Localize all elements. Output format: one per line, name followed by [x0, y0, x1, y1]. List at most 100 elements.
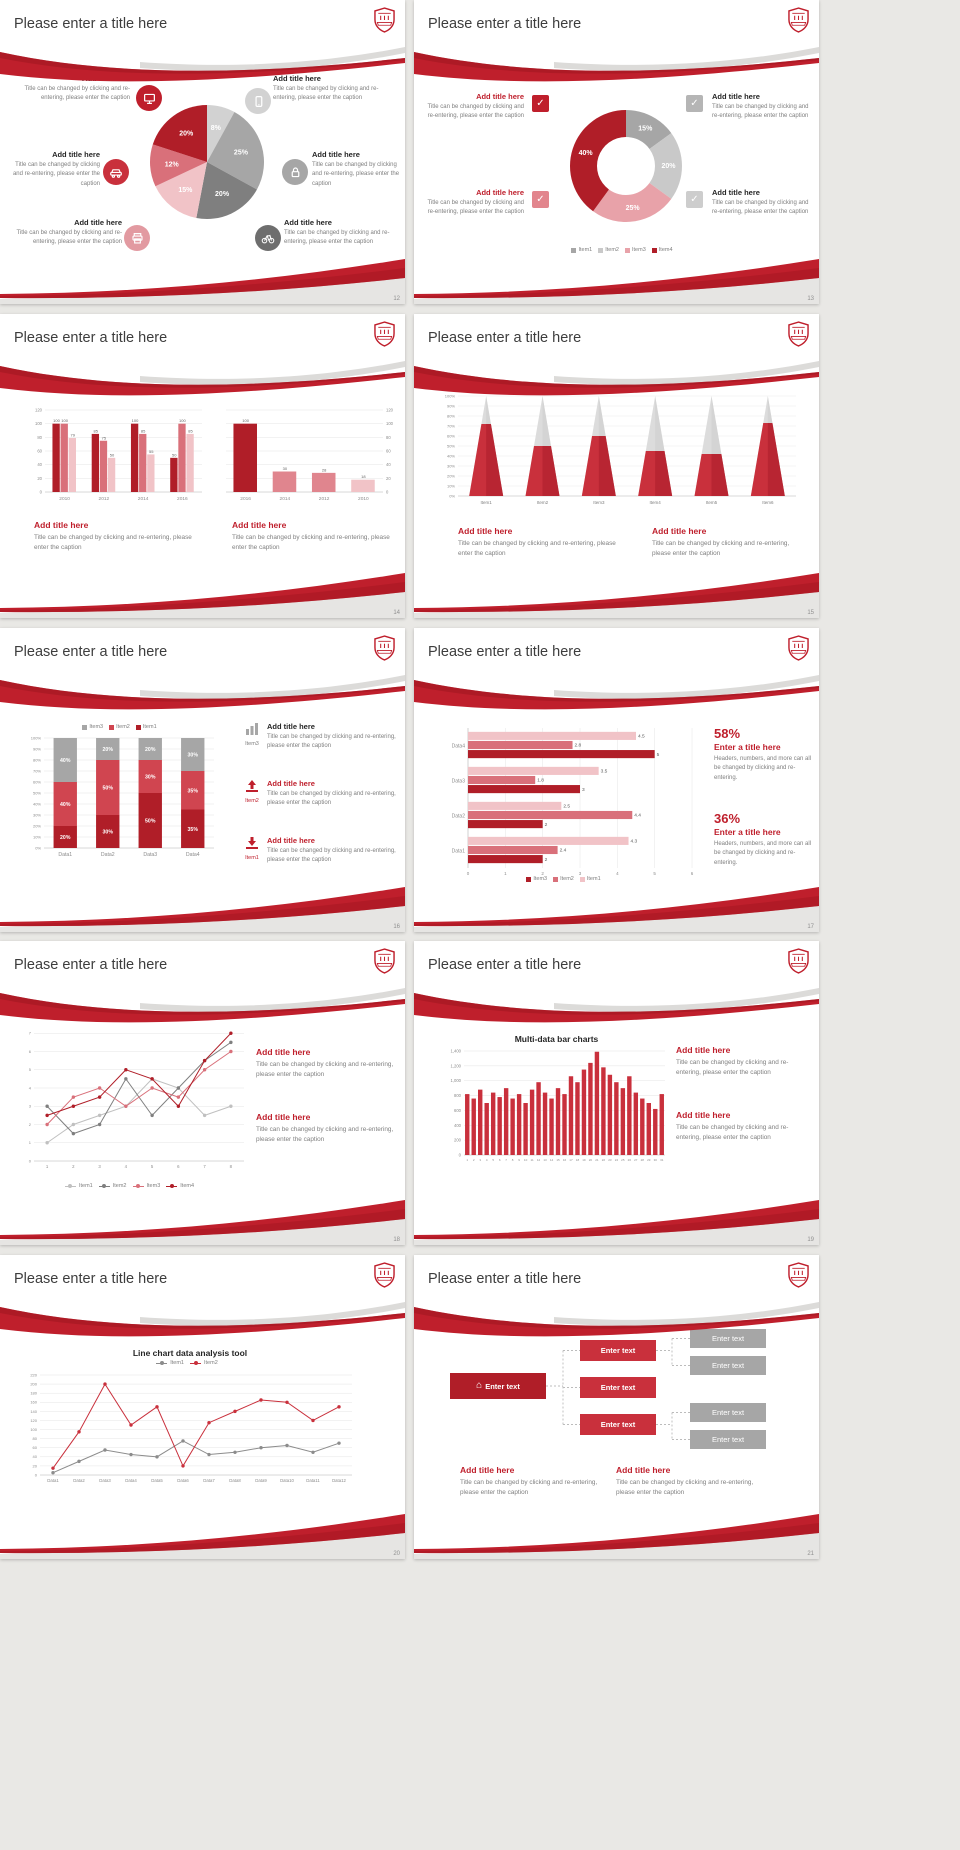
bottom-ribbon-decoration: [0, 887, 405, 932]
horizontal-bar-chart: 0 1 2 3 4 5 6 Data4 4.5 2.8 5 Data3 3.5 1.8 3 Data2 2.5 4…: [452, 728, 694, 876]
legend-item: Item1: [135, 724, 157, 730]
top-ribbon-decoration: [414, 47, 819, 82]
svg-text:1.8: 1.8: [537, 778, 544, 784]
svg-text:20: 20: [589, 1158, 593, 1162]
svg-text:30%: 30%: [188, 753, 199, 759]
callout-caption: Title can be changed by clicking and re-…: [267, 791, 396, 807]
svg-text:6: 6: [29, 1049, 32, 1054]
callout-caption: Title can be changed by clicking and re-…: [273, 86, 379, 102]
slide-17-hbar-chart[interactable]: 0 1 2 3 4 5 6 Data4 4.5 2.8 5 Data3 3.5 1.8 3 Data2 2.5 4…: [414, 628, 819, 932]
svg-text:19: 19: [582, 1158, 586, 1162]
svg-text:4: 4: [125, 1164, 128, 1169]
svg-text:2: 2: [473, 1158, 475, 1162]
svg-text:Data8: Data8: [229, 1478, 241, 1483]
lock-icon: [282, 159, 308, 185]
svg-text:31: 31: [660, 1158, 664, 1162]
slide-18-line-chart[interactable]: 0 1 2 3 4 5 6 7 8 1 2 3 4 5 6 7 8 Item1 Item2 Item3 Item…: [0, 941, 405, 1245]
callout-title: Add title here: [712, 188, 760, 197]
stat-title: Enter a title here: [714, 742, 781, 752]
legend-item: Item2: [109, 724, 130, 730]
svg-text:Item3: Item3: [593, 500, 605, 505]
svg-text:35%: 35%: [188, 788, 199, 794]
svg-text:2016: 2016: [177, 496, 188, 502]
slide-16-stacked-bar-chart[interactable]: Item3 Item2 Item1 0% 10% 20% 30% 40% 50% 60% 70…: [0, 628, 405, 932]
callout: Add title here Title can be changed by c…: [267, 836, 400, 866]
slide-12-pie-chart[interactable]: Add title here Title can be changed by c…: [0, 0, 405, 304]
slide-20-line-chart[interactable]: Line chart data analysis tool Item1 Item…: [0, 1255, 405, 1559]
svg-text:80: 80: [386, 435, 391, 440]
callout-title: Add title here: [232, 520, 287, 530]
svg-text:140: 140: [30, 1409, 37, 1414]
svg-text:100%: 100%: [445, 393, 456, 398]
svg-text:2.8: 2.8: [575, 743, 582, 749]
bottom-ribbon-decoration: [0, 573, 405, 618]
svg-text:85: 85: [94, 428, 99, 433]
callout-title: Add title here: [712, 92, 760, 101]
slide-19-multibar-chart[interactable]: Multi-data bar charts 0 200 400 600 800 1,000…: [414, 941, 819, 1245]
svg-text:2.4: 2.4: [560, 848, 567, 854]
callout: Add title here Title can be changed by c…: [267, 722, 400, 752]
svg-text:Data7: Data7: [203, 1478, 215, 1483]
svg-text:11: 11: [531, 1158, 534, 1162]
svg-text:2: 2: [545, 822, 548, 828]
svg-text:5: 5: [492, 1158, 494, 1162]
callout: Add title here Title can be changed by c…: [284, 218, 392, 248]
checkbox-checked-icon: ✓: [532, 191, 549, 208]
svg-text:5: 5: [653, 871, 656, 876]
node-label: Enter text: [711, 1334, 745, 1343]
svg-text:15%: 15%: [638, 125, 653, 132]
diagram-root-node: ⌂ Enter text: [450, 1373, 546, 1399]
diagram-connectors: [546, 1338, 690, 1440]
svg-text:40%: 40%: [33, 801, 41, 806]
svg-text:20%: 20%: [145, 747, 156, 753]
svg-text:80%: 80%: [447, 413, 455, 418]
page-number: 18: [393, 1237, 400, 1243]
svg-text:60%: 60%: [33, 779, 41, 784]
slide-title: Please enter a title here: [14, 1271, 168, 1287]
svg-text:Item1: Item1: [481, 500, 493, 505]
checkbox-checked-icon: ✓: [686, 95, 703, 112]
donut-chart-container: 15% 20% 25% 40%: [567, 107, 685, 230]
slide-15-cone-chart[interactable]: 0% 10% 20% 30% 40% 50% 60% 70% 80% 90% 100% Item1 It…: [414, 314, 819, 618]
stat-caption: Headers, numbers, and more can all be ch…: [714, 841, 812, 866]
diagram-branch-node: Enter text: [580, 1377, 656, 1398]
svg-text:30%: 30%: [33, 812, 41, 817]
callout-caption: Title can be changed by clicking and re-…: [267, 734, 396, 750]
slide-14-bar-charts[interactable]: 0 20 40 60 80 100 120 2010 100 100 79 2012 85 75 50 201…: [0, 314, 405, 618]
callout-title: Add title here: [616, 1465, 671, 1475]
svg-text:600: 600: [454, 1108, 462, 1113]
legend-item: Item3: [526, 876, 547, 882]
slide-13-donut-chart[interactable]: Add title here Title can be changed by c…: [414, 0, 819, 304]
svg-text:60%: 60%: [447, 433, 455, 438]
svg-text:100: 100: [242, 418, 249, 423]
svg-text:20%: 20%: [661, 163, 676, 170]
svg-text:0%: 0%: [35, 845, 41, 850]
svg-text:90%: 90%: [447, 403, 455, 408]
stat-caption: Headers, numbers, and more can all be ch…: [714, 756, 812, 781]
node-label: Enter text: [711, 1408, 745, 1417]
svg-text:30%: 30%: [447, 463, 455, 468]
callout-title: Add title here: [82, 74, 130, 83]
svg-text:4.5: 4.5: [638, 734, 645, 740]
slide-21-flow-diagram[interactable]: ⌂ Enter text Enter text Enter text Enter…: [414, 1255, 819, 1559]
callout-caption: Title can be changed by clicking and re-…: [34, 534, 192, 551]
multibar-chart-container: 0 200 400 600 800 1,000 1,200 1,400 1 2 3 4 5 6 7 8 9 10 1…: [444, 1047, 669, 1170]
callout: Add title here Title can be changed by c…: [256, 1047, 396, 1080]
svg-text:Item5: Item5: [706, 500, 718, 505]
svg-text:85: 85: [188, 428, 193, 433]
svg-text:0: 0: [459, 1153, 462, 1158]
svg-text:20%: 20%: [60, 835, 71, 841]
node-label: Enter text: [600, 1420, 636, 1429]
svg-text:40%: 40%: [579, 150, 594, 157]
school-shield-logo: [788, 321, 809, 347]
svg-text:5: 5: [29, 1067, 32, 1072]
svg-text:24: 24: [615, 1158, 619, 1162]
diagram-branch-node: Enter text: [580, 1340, 656, 1361]
stat-block: 36% Enter a title here Headers, numbers,…: [714, 811, 817, 868]
svg-text:40%: 40%: [447, 453, 455, 458]
slide-title: Please enter a title here: [14, 957, 168, 973]
svg-text:25%: 25%: [626, 205, 641, 212]
page-number: 21: [807, 1551, 814, 1557]
svg-text:21: 21: [595, 1158, 599, 1162]
